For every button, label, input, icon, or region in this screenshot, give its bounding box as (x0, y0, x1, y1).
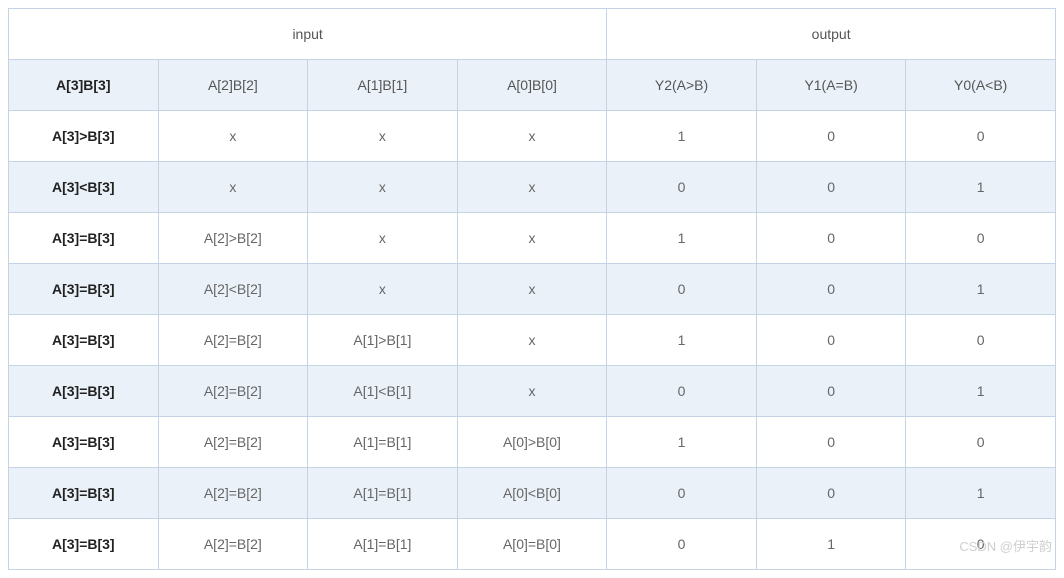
cell: x (308, 264, 458, 315)
cell: A[0]<B[0] (457, 468, 607, 519)
col-header: A[2]B[2] (158, 60, 308, 111)
cell: x (308, 111, 458, 162)
table-body: A[3]>B[3] x x x 1 0 0 A[3]<B[3] x x x 0 … (9, 111, 1056, 570)
cell: 1 (607, 213, 757, 264)
cell: A[2]=B[2] (158, 519, 308, 570)
cell: 0 (607, 162, 757, 213)
cell: A[1]>B[1] (308, 315, 458, 366)
table-row: A[3]=B[3] A[2]>B[2] x x 1 0 0 (9, 213, 1056, 264)
cell: A[0]=B[0] (457, 519, 607, 570)
table-row: A[3]=B[3] A[2]=B[2] A[1]<B[1] x 0 0 1 (9, 366, 1056, 417)
cell: 1 (607, 111, 757, 162)
cell: 0 (756, 315, 906, 366)
cell: A[2]=B[2] (158, 366, 308, 417)
table-row: A[3]>B[3] x x x 1 0 0 (9, 111, 1056, 162)
row-label: A[3]<B[3] (9, 162, 159, 213)
row-label: A[3]>B[3] (9, 111, 159, 162)
column-header-row: A[3]B[3] A[2]B[2] A[1]B[1] A[0]B[0] Y2(A… (9, 60, 1056, 111)
row-label: A[3]=B[3] (9, 264, 159, 315)
comparator-truth-table: input output A[3]B[3] A[2]B[2] A[1]B[1] … (8, 8, 1056, 570)
table-row: A[3]=B[3] A[2]=B[2] A[1]>B[1] x 1 0 0 (9, 315, 1056, 366)
row-label: A[3]=B[3] (9, 417, 159, 468)
cell: 0 (756, 162, 906, 213)
cell: x (308, 162, 458, 213)
cell: x (158, 162, 308, 213)
cell: x (457, 111, 607, 162)
col-header: A[3]B[3] (9, 60, 159, 111)
cell: A[2]>B[2] (158, 213, 308, 264)
cell: 0 (906, 315, 1056, 366)
cell: 0 (756, 366, 906, 417)
cell: 0 (906, 213, 1056, 264)
cell: 0 (906, 111, 1056, 162)
section-header-row: input output (9, 9, 1056, 60)
row-label: A[3]=B[3] (9, 519, 159, 570)
table-row: A[3]=B[3] A[2]=B[2] A[1]=B[1] A[0]>B[0] … (9, 417, 1056, 468)
cell: A[2]=B[2] (158, 468, 308, 519)
cell: x (457, 366, 607, 417)
cell: 0 (906, 417, 1056, 468)
cell: 0 (756, 213, 906, 264)
table-row: A[3]=B[3] A[2]=B[2] A[1]=B[1] A[0]=B[0] … (9, 519, 1056, 570)
cell: A[1]=B[1] (308, 519, 458, 570)
cell: 0 (906, 519, 1056, 570)
cell: x (308, 213, 458, 264)
cell: 0 (756, 417, 906, 468)
cell: x (457, 315, 607, 366)
cell: 1 (756, 519, 906, 570)
cell: 1 (906, 162, 1056, 213)
cell: 0 (607, 519, 757, 570)
col-header: Y1(A=B) (756, 60, 906, 111)
row-label: A[3]=B[3] (9, 468, 159, 519)
row-label: A[3]=B[3] (9, 366, 159, 417)
table-row: A[3]=B[3] A[2]<B[2] x x 0 0 1 (9, 264, 1056, 315)
row-label: A[3]=B[3] (9, 315, 159, 366)
row-label: A[3]=B[3] (9, 213, 159, 264)
section-header-input: input (9, 9, 607, 60)
col-header: A[0]B[0] (457, 60, 607, 111)
cell: x (457, 213, 607, 264)
cell: x (457, 264, 607, 315)
cell: 0 (607, 264, 757, 315)
cell: 1 (906, 468, 1056, 519)
cell: 1 (906, 366, 1056, 417)
cell: A[1]=B[1] (308, 468, 458, 519)
cell: A[1]=B[1] (308, 417, 458, 468)
col-header: Y2(A>B) (607, 60, 757, 111)
cell: 0 (607, 468, 757, 519)
cell: 1 (906, 264, 1056, 315)
section-header-output: output (607, 9, 1056, 60)
col-header: A[1]B[1] (308, 60, 458, 111)
cell: 1 (607, 417, 757, 468)
cell: A[2]=B[2] (158, 315, 308, 366)
cell: 0 (607, 366, 757, 417)
cell: x (457, 162, 607, 213)
table-row: A[3]=B[3] A[2]=B[2] A[1]=B[1] A[0]<B[0] … (9, 468, 1056, 519)
cell: A[2]=B[2] (158, 417, 308, 468)
cell: x (158, 111, 308, 162)
cell: 1 (607, 315, 757, 366)
cell: A[0]>B[0] (457, 417, 607, 468)
cell: 0 (756, 111, 906, 162)
cell: A[2]<B[2] (158, 264, 308, 315)
col-header: Y0(A<B) (906, 60, 1056, 111)
cell: A[1]<B[1] (308, 366, 458, 417)
cell: 0 (756, 468, 906, 519)
cell: 0 (756, 264, 906, 315)
table-row: A[3]<B[3] x x x 0 0 1 (9, 162, 1056, 213)
